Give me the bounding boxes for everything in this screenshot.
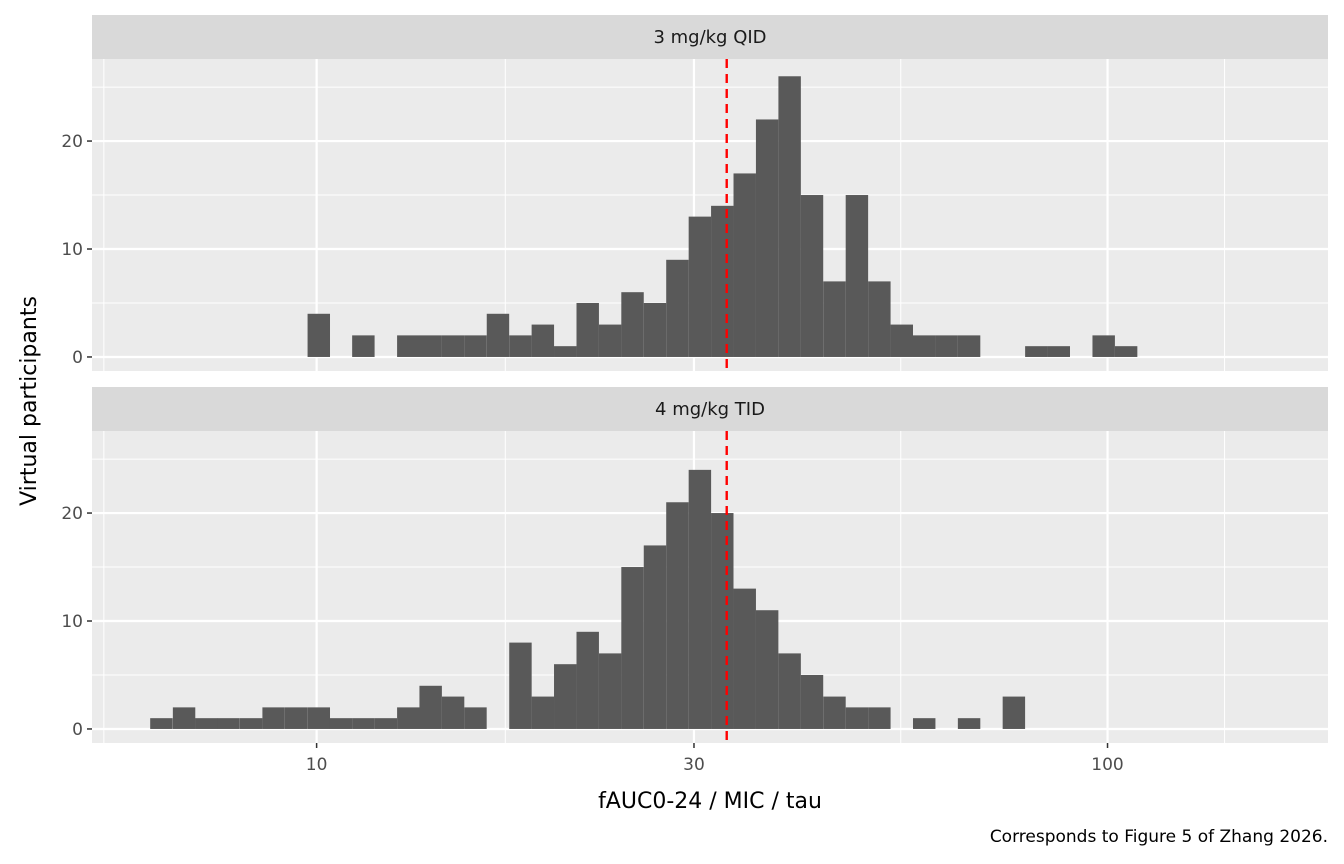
histogram-bar — [688, 216, 712, 357]
histogram-bar — [329, 718, 353, 729]
y-tick-label: 20 — [61, 504, 83, 524]
histogram-bar — [464, 707, 487, 729]
histogram-bar — [150, 718, 173, 729]
histogram-bar — [800, 674, 824, 729]
y-tick-label: 0 — [72, 348, 83, 368]
histogram-bar — [1092, 335, 1115, 357]
histogram-bar — [957, 718, 981, 729]
histogram-bar — [912, 335, 936, 357]
histogram-bar — [778, 76, 801, 357]
facet-panels: 3 mg/kg QID 0 10 20 4 mg/kg TID 0 10 20 — [61, 15, 1328, 743]
histogram-bar — [1025, 346, 1048, 357]
histogram-bar — [374, 718, 398, 729]
histogram-bar — [284, 707, 308, 729]
histogram-bar — [688, 469, 712, 729]
histogram-bar — [778, 653, 801, 729]
histogram-bar — [397, 707, 420, 729]
histogram-bar — [352, 335, 375, 357]
histogram-bar — [643, 302, 667, 357]
histogram-bar — [195, 718, 218, 729]
histogram-bar — [598, 653, 622, 729]
y-axis-title: Virtual participants — [17, 296, 42, 506]
histogram-bars — [307, 76, 1138, 357]
histogram-bar — [239, 718, 263, 729]
histogram-bar — [441, 335, 465, 357]
histogram-bar — [733, 588, 756, 729]
histogram-bar — [621, 567, 644, 729]
facet-1: 3 mg/kg QID 0 10 20 — [61, 15, 1328, 371]
facet-strip — [92, 15, 1328, 59]
histogram-bar — [509, 642, 532, 729]
histogram-bar — [957, 335, 981, 357]
y-tick-label: 0 — [72, 720, 83, 740]
histogram-bar — [823, 281, 846, 357]
histogram-bar — [890, 324, 913, 357]
histogram-bar — [486, 313, 510, 357]
histogram-bar — [531, 696, 555, 729]
histogram-bar — [845, 195, 869, 357]
histogram-bar — [307, 313, 331, 357]
y-tick-label: 20 — [61, 132, 83, 152]
x-tick-label: 100 — [1091, 755, 1123, 775]
histogram-bar — [419, 685, 442, 729]
histogram-bar — [1114, 346, 1138, 357]
histogram-bar — [711, 513, 734, 729]
histogram-bar — [868, 281, 891, 357]
histogram-bar — [554, 346, 577, 357]
histogram-bar — [419, 335, 442, 357]
facet-strip — [92, 387, 1328, 431]
x-tick-label: 30 — [683, 755, 705, 775]
histogram-bar — [262, 707, 285, 729]
histogram-bar — [643, 545, 667, 729]
histogram-bar — [935, 335, 958, 357]
histogram-bars — [150, 469, 1026, 729]
histogram-bar — [755, 610, 779, 729]
histogram-bar — [576, 302, 599, 357]
x-axis: 10 30 100 — [306, 743, 1124, 775]
histogram-bar — [307, 707, 331, 729]
histogram-bar — [509, 335, 532, 357]
facet-strip-label: 4 mg/kg TID — [655, 399, 765, 420]
histogram-bar — [598, 324, 622, 357]
histogram-bar — [554, 664, 577, 729]
facet-strip-label: 3 mg/kg QID — [653, 27, 766, 48]
facet-2: 4 mg/kg TID 0 10 20 — [61, 387, 1328, 743]
x-tick-label: 10 — [306, 755, 328, 775]
histogram-bar — [464, 335, 487, 357]
histogram-bar — [755, 119, 779, 357]
histogram-bar — [1002, 696, 1026, 729]
histogram-bar — [845, 707, 869, 729]
histogram-bar — [912, 718, 936, 729]
histogram-bar — [711, 205, 734, 357]
histogram-bar — [621, 292, 644, 357]
y-tick-label: 10 — [61, 612, 83, 632]
caption: Corresponds to Figure 5 of Zhang 2026. — [990, 827, 1328, 847]
histogram-bar — [800, 195, 824, 357]
histogram-bar — [868, 707, 891, 729]
histogram-bar — [441, 696, 465, 729]
histogram-bar — [531, 324, 555, 357]
histogram-bar — [666, 259, 689, 357]
histogram-bar — [576, 631, 599, 729]
histogram-bar — [1047, 346, 1070, 357]
histogram-bar — [823, 696, 846, 729]
histogram-bar — [733, 173, 756, 357]
histogram-bar — [666, 502, 689, 729]
histogram-bar — [352, 718, 375, 729]
y-tick-label: 10 — [61, 240, 83, 260]
x-axis-title: fAUC0-24 / MIC / tau — [598, 789, 822, 814]
histogram-bar — [172, 707, 196, 729]
histogram-bar — [397, 335, 420, 357]
histogram-bar — [217, 718, 240, 729]
